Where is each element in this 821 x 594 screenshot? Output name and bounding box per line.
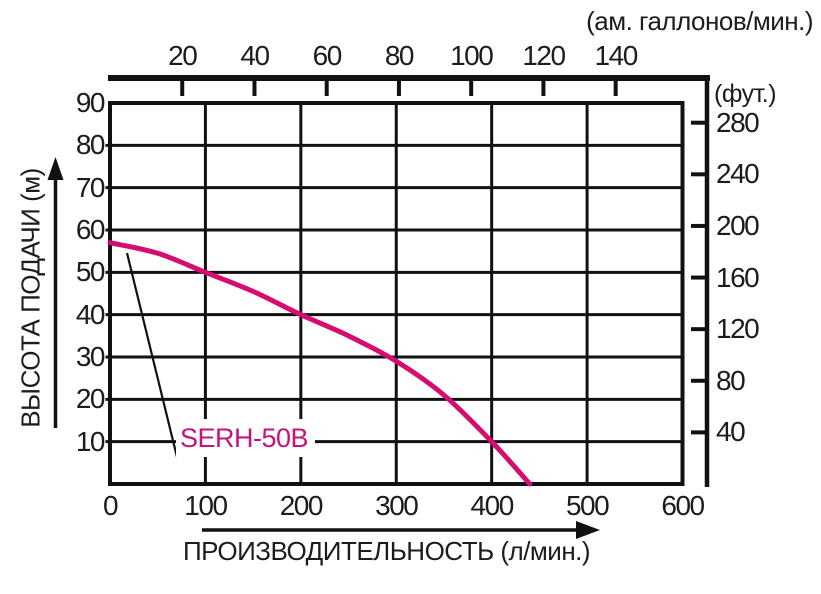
y-tick-label: 20 (75, 383, 106, 415)
series-label: SERH-50B (176, 419, 316, 457)
right-tick-label: 160 (716, 261, 760, 293)
x-tick-label: 100 (184, 490, 228, 521)
right-tick-label: 280 (716, 106, 760, 138)
top-tick-label: 40 (240, 40, 270, 71)
right-tick-label: 40 (716, 416, 746, 448)
top-tick-label: 20 (168, 40, 198, 71)
y-tick-label: 90 (75, 87, 106, 118)
top-tick-label: 80 (384, 40, 415, 71)
label-leader-line (125, 252, 179, 458)
top-axis-unit-label: (ам. галлонов/мин.) (586, 6, 813, 36)
x-tick-label: 500 (565, 490, 610, 521)
y-tick-label: 70 (75, 171, 106, 203)
y-tick-label: 30 (75, 341, 106, 372)
plot-border (108, 101, 685, 486)
y-tick-label: 50 (75, 256, 106, 288)
pump-curve (107, 240, 533, 487)
top-tick-label: 60 (312, 40, 343, 71)
right-tick-label: 240 (716, 158, 760, 190)
x-tick-label: 600 (661, 490, 705, 521)
x-tick-label: 400 (470, 490, 515, 521)
y-tick-label: 60 (75, 214, 106, 245)
y-axis-title: ВЫСОТА ПОДАЧИ (м) (15, 168, 46, 428)
right-axis-unit-label: (фут.) (714, 80, 777, 108)
top-tick-label: 140 (594, 40, 639, 71)
y-tick-label: 10 (75, 425, 106, 457)
x-axis-arrow-head (576, 521, 600, 539)
right-tick-label: 80 (716, 364, 746, 396)
y-tick-label: 80 (75, 129, 106, 161)
x-tick-label: 300 (375, 490, 419, 521)
x-tick-label: 0 (102, 490, 119, 521)
right-tick-label: 120 (716, 313, 760, 345)
right-tick-label: 200 (716, 209, 760, 241)
top-tick-label: 100 (450, 40, 494, 71)
x-axis-title: ПРОИЗВОДИТЕЛЬНОСТЬ (л/мин.) (182, 536, 591, 566)
y-axis-arrow-head (47, 157, 64, 180)
y-tick-label: 40 (75, 298, 106, 330)
x-tick-label: 200 (279, 490, 324, 521)
top-tick-label: 120 (522, 40, 566, 71)
